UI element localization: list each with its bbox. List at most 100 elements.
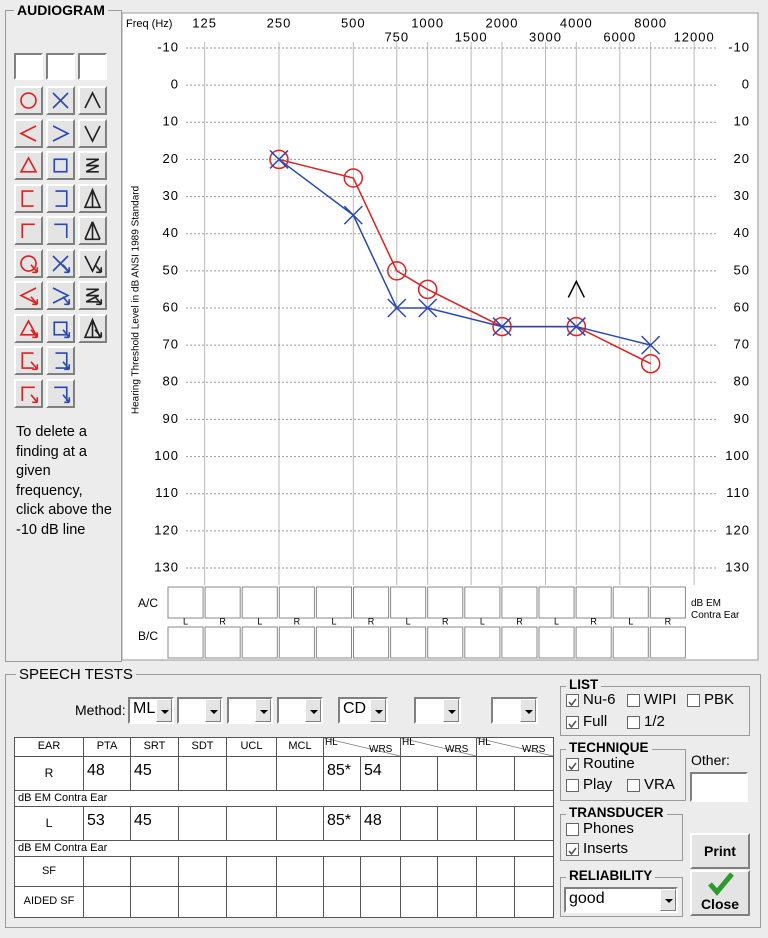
dropdown[interactable] [414,697,461,724]
symbol-icon [85,288,100,303]
symbol-button[interactable] [46,346,75,375]
symbol-button[interactable] [46,281,75,310]
table-cell [323,856,361,887]
symbol-icon [52,92,69,109]
symbol-button[interactable] [14,281,43,310]
checkbox[interactable] [627,779,640,792]
dropdown[interactable] [491,697,538,724]
table-cell [476,806,515,841]
symbol-icon [55,189,68,207]
table-cell [130,856,179,887]
table-cell [226,886,277,918]
palette-slot[interactable] [14,53,43,80]
table-cell [400,856,438,887]
pair-header: HL WRS [323,737,401,757]
checkbox[interactable] [566,716,579,729]
symbol-button[interactable] [46,183,75,213]
checkbox[interactable] [566,779,579,792]
masking-box [538,626,575,659]
masking-box [390,586,427,619]
symbol-button[interactable] [46,248,75,278]
masking-ear-label: L [257,616,262,626]
symbol-button[interactable] [46,118,75,148]
symbol-button[interactable] [46,313,75,343]
masking-ear-label: L [406,616,411,626]
checkbox[interactable] [566,823,579,836]
dropdown[interactable] [227,697,273,724]
left-ear-marker [418,298,438,318]
symbol-button[interactable] [46,86,75,115]
checkbox[interactable] [566,843,579,856]
checkbox[interactable] [687,694,700,707]
symbol-button[interactable] [14,118,43,148]
masking-box [612,586,649,619]
checkbox[interactable] [566,694,579,707]
y-tick-label: 80 [734,374,750,389]
symbol-button[interactable] [14,183,43,213]
symbol-icon [62,296,71,306]
masking-box [278,626,315,659]
symbol-icon [53,320,68,336]
y-tick-label: 90 [734,411,750,426]
dropdown-arrow [660,889,676,911]
left-ear-marker [343,205,363,225]
symbol-button[interactable] [46,216,75,245]
symbol-icon [21,189,34,207]
checkbox[interactable] [566,758,579,771]
masking-ear-label: L [628,616,633,626]
other-input[interactable] [690,772,748,802]
symbol-button[interactable] [78,248,107,278]
masking-box [390,626,427,659]
dropdown-arrow [305,699,321,722]
close-button[interactable]: Close [690,870,750,916]
dropdown[interactable]: ML [128,697,174,724]
symbol-button[interactable] [14,248,43,278]
checkbox[interactable] [627,716,640,729]
table-cell [323,886,361,918]
symbol-button[interactable] [46,151,75,180]
ear-cell: SF [14,856,84,887]
symbol-button[interactable] [78,313,107,343]
symbol-button[interactable] [14,313,43,343]
symbol-button[interactable] [14,86,43,115]
masking-box [278,586,315,619]
speech-title: SPEECH TESTS [16,666,136,683]
masking-box [649,586,686,619]
symbol-button[interactable] [78,86,107,115]
symbol-button[interactable] [78,183,107,213]
checkbox-label: Full [583,713,608,730]
symbol-button[interactable] [78,281,107,310]
print-button[interactable]: Print [690,833,750,869]
symbol-icon [21,352,39,371]
symbol-icon [52,287,70,304]
dropdown[interactable] [177,697,223,724]
ear-cell: L [14,806,84,841]
dropdown[interactable] [277,697,323,724]
symbol-icon [83,317,103,338]
checkbox-label: Routine [583,755,635,772]
symbol-icon [84,221,101,241]
symbol-button[interactable] [78,151,107,180]
y-tick-label: 110 [155,485,179,500]
symbol-button[interactable] [14,151,43,180]
checkbox[interactable] [627,694,640,707]
symbol-button[interactable] [14,378,43,408]
dropdown[interactable]: CD [338,697,388,724]
x-tick-label: 1000 [411,15,444,30]
symbol-button[interactable] [14,216,43,245]
symbol-button[interactable] [14,346,43,375]
symbol-icon [62,328,71,338]
symbol-button[interactable] [78,216,107,245]
contra-note: dB EM Contra Ear [14,840,554,857]
symbol-button[interactable] [46,378,75,408]
value-cell: 45 [130,756,179,791]
dropdown[interactable]: good [564,887,678,913]
symbol-icon [52,92,69,109]
palette-slot[interactable] [78,53,107,80]
palette-slot[interactable] [46,53,75,80]
audiogram-title: AUDIOGRAM [14,2,108,18]
table-cell [514,806,554,841]
symbol-button[interactable] [78,118,107,148]
table-header: EAR [14,737,84,757]
